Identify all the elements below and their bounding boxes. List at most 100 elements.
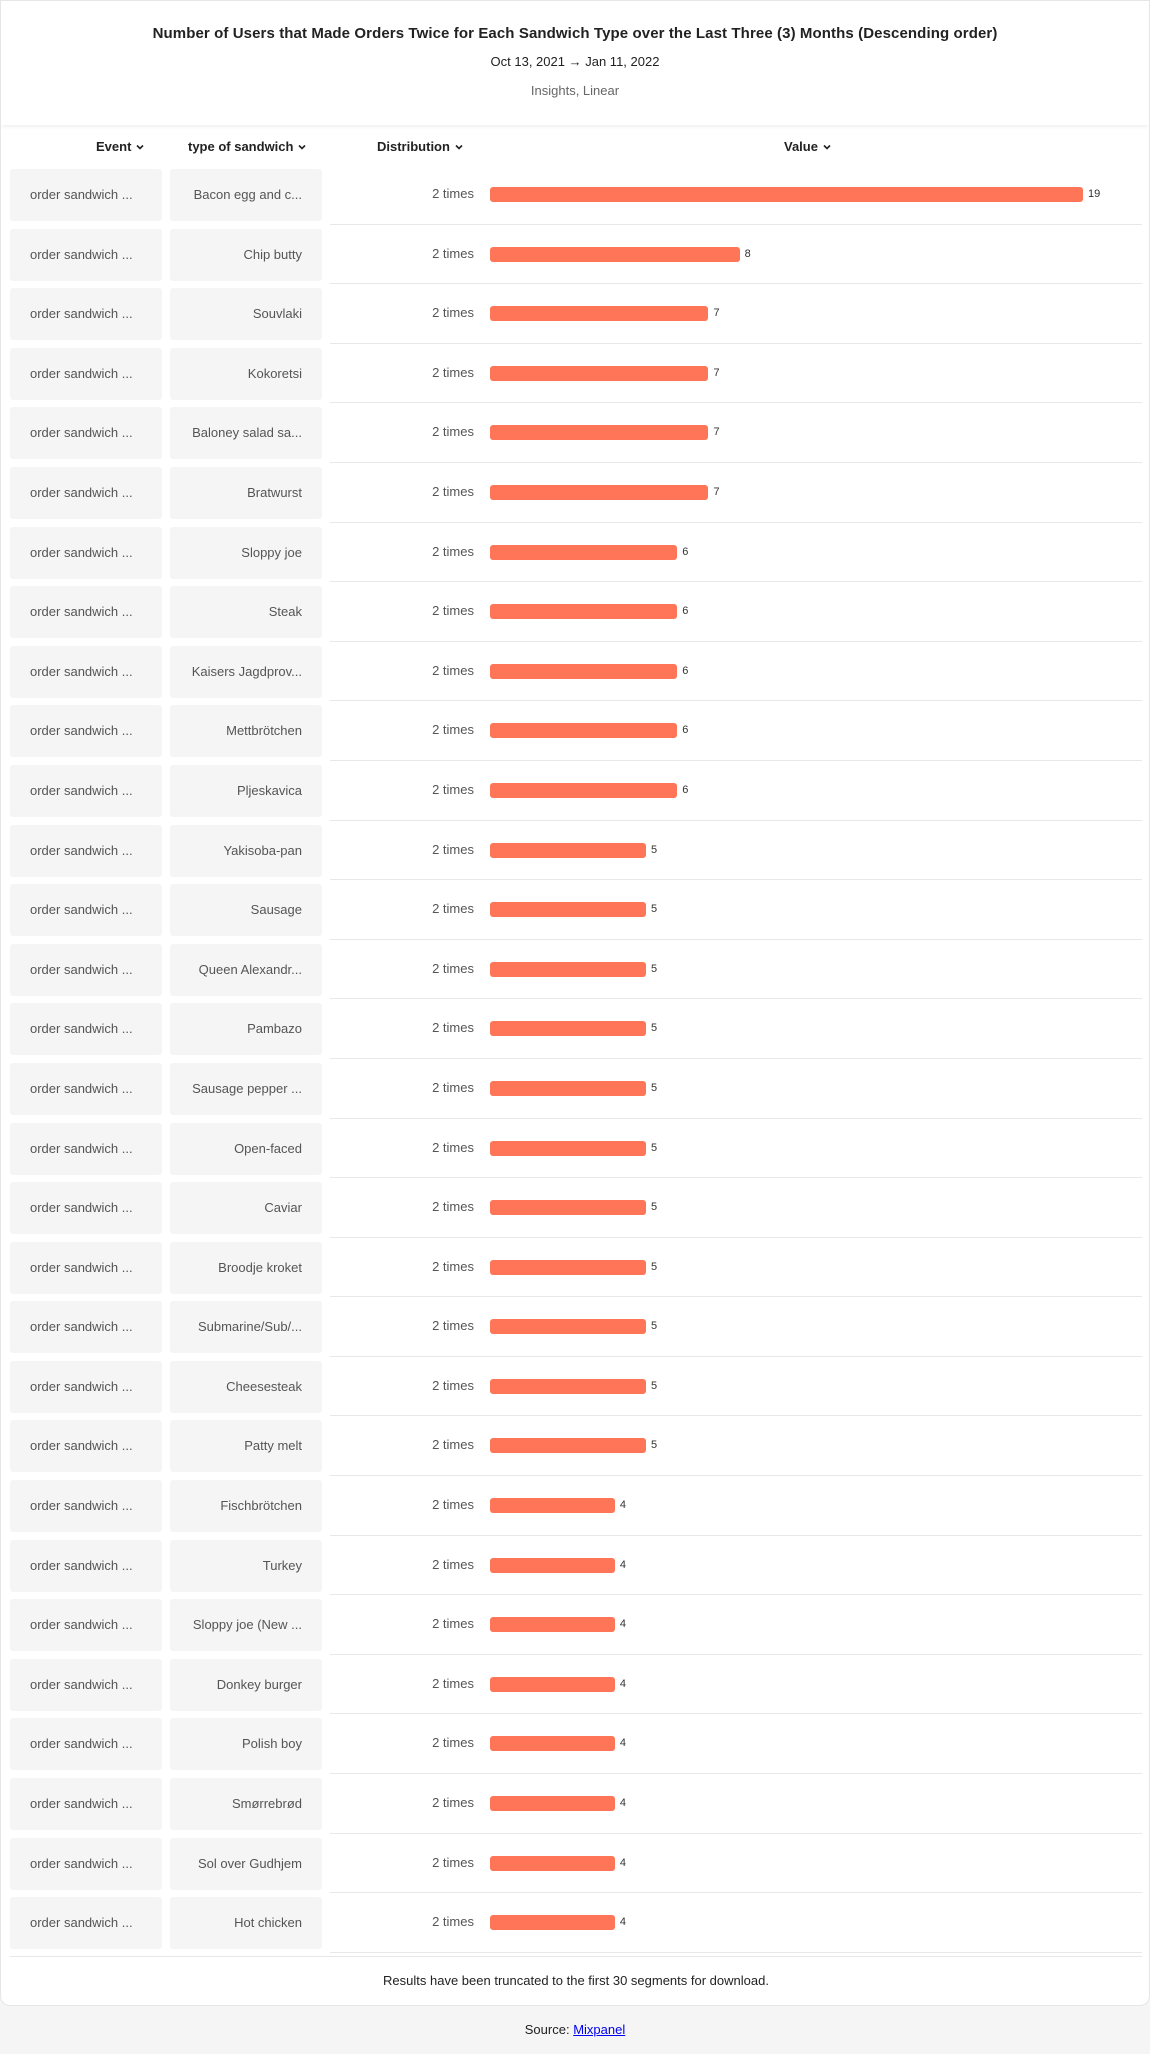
date-end: Jan 11, 2022 <box>585 54 660 69</box>
value-bar[interactable] <box>490 782 678 798</box>
segment-type-cell[interactable]: Cheesesteak <box>170 1360 322 1413</box>
value-bar[interactable] <box>490 1736 615 1752</box>
segment-type-cell[interactable]: Hot chicken <box>170 1897 322 1950</box>
segment-type-cell[interactable]: Donkey burger <box>170 1658 322 1711</box>
segment-event-cell[interactable]: order sandwich ... <box>10 1658 162 1711</box>
segment-event-cell[interactable]: order sandwich ... <box>10 526 162 579</box>
segment-event-cell[interactable]: order sandwich ... <box>10 1241 162 1294</box>
segment-event-cell[interactable]: order sandwich ... <box>10 407 162 460</box>
column-header-distribution[interactable]: Distribution <box>377 139 464 154</box>
value-bar[interactable] <box>490 1915 615 1931</box>
value-bar[interactable] <box>490 902 647 918</box>
source-link[interactable]: Mixpanel <box>573 2022 626 2037</box>
segment-type-cell[interactable]: Open-faced <box>170 1122 322 1175</box>
segment-type-cell[interactable]: Submarine/Sub/... <box>170 1301 322 1354</box>
segment-type-cell[interactable]: Sausage <box>170 884 322 937</box>
value-bar[interactable] <box>490 365 709 381</box>
value-bar[interactable] <box>490 1676 615 1692</box>
segment-event-cell[interactable]: order sandwich ... <box>10 1420 162 1473</box>
value-bar[interactable] <box>490 484 709 500</box>
value-bar[interactable] <box>490 1796 615 1812</box>
value-bar[interactable] <box>490 306 709 322</box>
value-bar[interactable] <box>490 1080 647 1096</box>
value-bar[interactable] <box>490 842 647 858</box>
segment-event-cell[interactable]: order sandwich ... <box>10 1062 162 1115</box>
value-bar[interactable] <box>490 1617 615 1633</box>
column-header-event[interactable]: Event <box>96 139 145 154</box>
segment-type-cell[interactable]: Chip butty <box>170 228 322 281</box>
value-bar[interactable] <box>490 723 678 739</box>
value-bar[interactable] <box>490 961 647 977</box>
value-bar[interactable] <box>490 1378 647 1394</box>
segment-type-cell[interactable]: Queen Alexandr... <box>170 943 322 996</box>
segment-event-cell[interactable]: order sandwich ... <box>10 1897 162 1950</box>
segment-type-cell[interactable]: Pljeskavica <box>170 764 322 817</box>
segment-type-cell[interactable]: Pambazo <box>170 1003 322 1056</box>
segment-type-cell[interactable]: Caviar <box>170 1182 322 1235</box>
segment-event-cell[interactable]: order sandwich ... <box>10 764 162 817</box>
value-bar[interactable] <box>490 425 709 441</box>
segment-type-cell[interactable]: Sloppy joe (New ... <box>170 1599 322 1652</box>
value-bar[interactable] <box>490 1319 647 1335</box>
segment-event-cell[interactable]: order sandwich ... <box>10 1718 162 1771</box>
segment-event-cell[interactable]: order sandwich ... <box>10 705 162 758</box>
table-row: order sandwich ... Kokoretsi 2 times 7 <box>1 344 1149 404</box>
segment-event-cell[interactable]: order sandwich ... <box>10 1360 162 1413</box>
segment-type-cell[interactable]: Broodje kroket <box>170 1241 322 1294</box>
segment-type-cell[interactable]: Patty melt <box>170 1420 322 1473</box>
segment-type-cell[interactable]: Yakisoba-pan <box>170 824 322 877</box>
segment-event-cell[interactable]: order sandwich ... <box>10 466 162 519</box>
segment-event-cell[interactable]: order sandwich ... <box>10 1003 162 1056</box>
segment-event-cell[interactable]: order sandwich ... <box>10 1837 162 1890</box>
segment-event-cell[interactable]: order sandwich ... <box>10 169 162 221</box>
value-bar[interactable] <box>490 604 678 620</box>
segment-type-cell[interactable]: Baloney salad sa... <box>170 407 322 460</box>
segment-type-cell[interactable]: Fischbrötchen <box>170 1480 322 1533</box>
table-row: order sandwich ... Bratwurst 2 times 7 <box>1 463 1149 523</box>
column-header-type[interactable]: type of sandwich <box>188 139 307 154</box>
segment-type-cell[interactable]: Bratwurst <box>170 466 322 519</box>
value-bar[interactable] <box>490 1855 615 1871</box>
segment-event-cell[interactable]: order sandwich ... <box>10 943 162 996</box>
value-bar[interactable] <box>490 1140 647 1156</box>
segment-type-cell[interactable]: Sol over Gudhjem <box>170 1837 322 1890</box>
results-table: order sandwich ... Bacon egg and c... 2 ti… <box>1 165 1149 1953</box>
value-bar[interactable] <box>490 187 1083 202</box>
value-bar[interactable] <box>490 1200 647 1216</box>
segment-type-cell[interactable]: Sausage pepper ... <box>170 1062 322 1115</box>
source-footer: Source: Mixpanel <box>0 2006 1150 2054</box>
segment-event-cell[interactable]: order sandwich ... <box>10 1539 162 1592</box>
segment-event-cell[interactable]: order sandwich ... <box>10 586 162 639</box>
segment-event-cell[interactable]: order sandwich ... <box>10 1301 162 1354</box>
value-bar[interactable] <box>490 1498 615 1514</box>
segment-type-cell[interactable]: Steak <box>170 586 322 639</box>
segment-event-cell[interactable]: order sandwich ... <box>10 1778 162 1831</box>
segment-type-cell[interactable]: Souvlaki <box>170 288 322 341</box>
segment-event-cell[interactable]: order sandwich ... <box>10 1122 162 1175</box>
segment-type-cell[interactable]: Mettbrötchen <box>170 705 322 758</box>
segment-event-cell[interactable]: order sandwich ... <box>10 1480 162 1533</box>
value-bar[interactable] <box>490 1259 647 1275</box>
segment-type-cell[interactable]: Sloppy joe <box>170 526 322 579</box>
segment-event-cell[interactable]: order sandwich ... <box>10 347 162 400</box>
column-header-value[interactable]: Value <box>784 139 832 154</box>
value-bar[interactable] <box>490 1557 615 1573</box>
segment-event-cell[interactable]: order sandwich ... <box>10 1599 162 1652</box>
segment-type-cell[interactable]: Kaisers Jagdprov... <box>170 645 322 698</box>
segment-event-cell[interactable]: order sandwich ... <box>10 824 162 877</box>
segment-type-cell[interactable]: Smørrebrød <box>170 1778 322 1831</box>
segment-type-cell[interactable]: Kokoretsi <box>170 347 322 400</box>
segment-event-cell[interactable]: order sandwich ... <box>10 884 162 937</box>
value-bar[interactable] <box>490 663 678 679</box>
segment-event-cell[interactable]: order sandwich ... <box>10 228 162 281</box>
segment-event-cell[interactable]: order sandwich ... <box>10 645 162 698</box>
value-bar[interactable] <box>490 1438 647 1454</box>
segment-type-cell[interactable]: Turkey <box>170 1539 322 1592</box>
segment-event-cell[interactable]: order sandwich ... <box>10 1182 162 1235</box>
value-bar[interactable] <box>490 544 678 560</box>
value-bar[interactable] <box>490 1021 647 1037</box>
value-bar[interactable] <box>490 246 740 262</box>
segment-event-cell[interactable]: order sandwich ... <box>10 288 162 341</box>
segment-type-cell[interactable]: Polish boy <box>170 1718 322 1771</box>
segment-type-cell[interactable]: Bacon egg and c... <box>170 169 322 221</box>
